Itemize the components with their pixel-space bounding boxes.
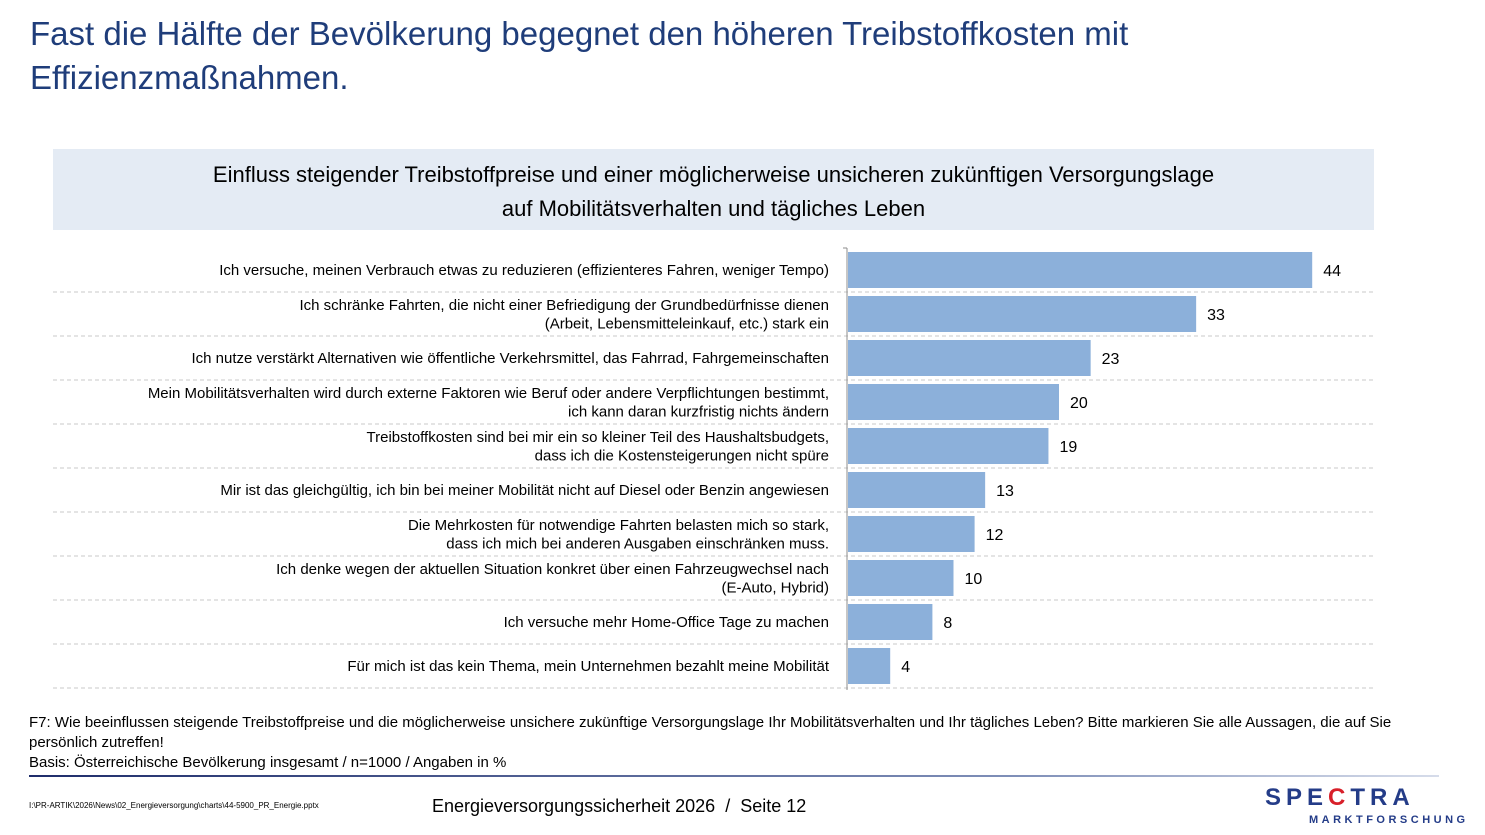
category-label: Mein Mobilitätsverhalten wird durch exte… [148,385,829,421]
bar-value-label: 13 [996,483,1014,500]
bar [848,252,1313,288]
page-title: Fast die Hälfte der Bevölkerung begegnet… [30,15,1129,96]
bar-value-label: 12 [986,527,1004,544]
bar [848,604,933,640]
bar-value-label: 19 [1059,439,1077,456]
bar [848,340,1091,376]
bar [848,516,975,552]
category-label: Die Mehrkosten für notwendige Fahrten be… [408,517,829,553]
category-label: Ich denke wegen der aktuellen Situation … [276,561,829,597]
spectra-logo: SPECTRA MARKTFORSCHUNG [1265,784,1465,830]
bar-value-label: 33 [1207,307,1225,324]
footer-divider [29,775,1439,777]
footer-title: Energieversorgungssicherheit 2026 [432,796,716,816]
bar-value-label: 8 [943,615,952,632]
category-label: Treibstoffkosten sind bei mir ein so kle… [367,429,829,465]
category-label: Ich schränke Fahrten, die nicht einer Be… [300,297,830,333]
bar [848,560,954,596]
bar [848,296,1197,332]
bar-value-label: 10 [965,571,983,588]
file-path: I:\PR-ARTIK\2026\News\02_Energieversorgu… [29,801,319,810]
bar-chart: 44 Ich versuche, meinen Verbrauch etwas z… [53,247,1374,690]
page-number: Seite 12 [740,796,807,816]
category-label: Ich nutze verstärkt Alternativen wie öff… [191,350,829,367]
chart-subtitle-line-1: Einfluss steigender Treibstoffpreise und… [212,162,1215,187]
footnote-basis: Basis: Österreichische Bevölkerung insge… [29,754,507,771]
chart-subtitle-box: Einfluss steigender Treibstoffpreise und… [53,149,1374,230]
footer-separator: / [725,796,731,816]
category-label: Ich versuche mehr Home-Office Tage zu ma… [504,614,829,631]
bar-value-label: 4 [901,659,910,676]
chart-subtitle-line-2: auf Mobilitätsverhalten und tägliches Le… [501,196,926,221]
bar-value-label: 20 [1070,395,1088,412]
bar [848,384,1059,420]
category-label: Für mich ist das kein Thema, mein Untern… [347,658,829,675]
bar [848,472,986,508]
logo-subline: MARKTFORSCHUNG [1309,814,1469,826]
footnote-question: F7: Wie beeinflussen steigende Treibstof… [29,714,1392,751]
bar [848,648,891,684]
footnote: F7: Wie beeinflussen steigende Treibstof… [29,713,1449,773]
logo-wordmark: SPECTRA [1265,784,1415,811]
footer-caption: Energieversorgungssicherheit 2026 / Seite … [432,796,806,817]
bar-value-label: 44 [1323,263,1341,280]
category-label: Mir ist das gleichgültig, ich bin bei me… [220,482,829,499]
bar [848,428,1049,464]
bar-value-label: 23 [1102,351,1120,368]
category-label: Ich versuche, meinen Verbrauch etwas zu … [219,262,829,279]
